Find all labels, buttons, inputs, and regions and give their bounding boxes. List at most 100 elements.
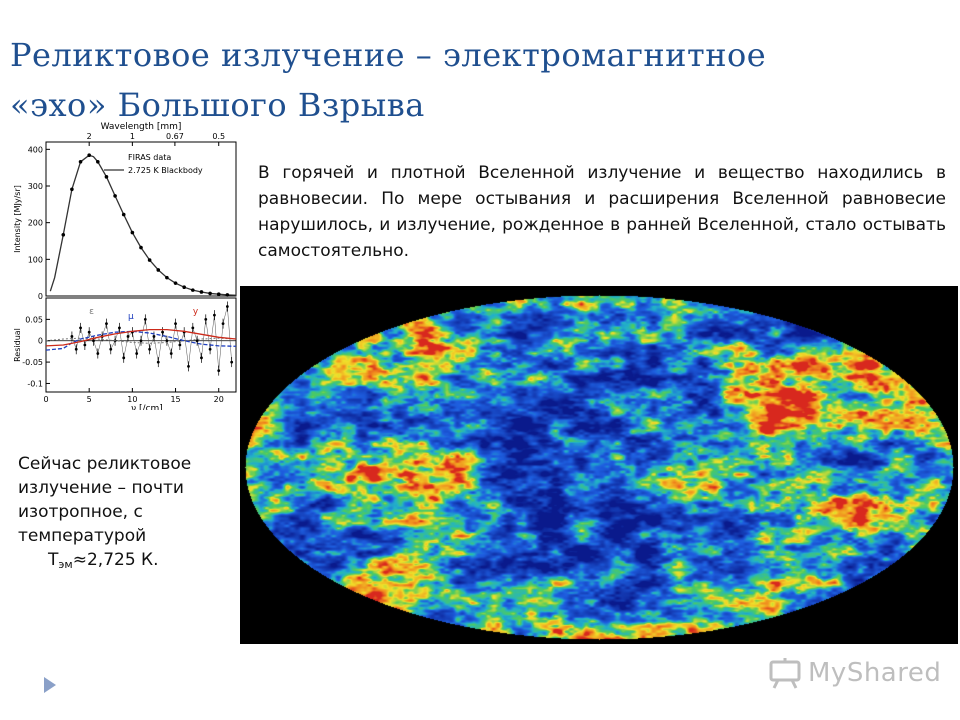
firas-data-point xyxy=(121,212,126,217)
blackbody-model-curve xyxy=(49,154,237,296)
residual-y-label: y xyxy=(193,307,199,317)
x-axis-tick-label: 0 xyxy=(43,395,48,404)
residual-point xyxy=(187,364,190,368)
firas-data-point xyxy=(156,268,161,272)
firas-data-point xyxy=(70,187,74,192)
residual-point xyxy=(225,305,229,308)
x-axis-tick-label: 15 xyxy=(170,395,180,404)
residual-point xyxy=(165,339,169,343)
top-axis-tick-label: 0.5 xyxy=(212,132,225,141)
x-axis-tick-label: 20 xyxy=(214,395,224,404)
firas-data-point xyxy=(113,194,117,198)
slide-title-line-2: «эхо» Большого Взрыва xyxy=(10,86,425,124)
temperature-note: Сейчас реликтовое излучение – почти изот… xyxy=(18,452,238,577)
lower-plot-frame xyxy=(45,297,237,393)
residual-point xyxy=(169,352,173,355)
upper-y-tick-label: 300 xyxy=(28,182,43,191)
firas-data-point xyxy=(225,293,230,297)
residual-point xyxy=(118,326,121,330)
temperature-subscript: эм xyxy=(58,558,73,571)
firas-data-point xyxy=(147,258,152,262)
firas-data-point xyxy=(104,175,109,179)
residual-mu-label: μ xyxy=(128,312,134,322)
upper-plot-frame xyxy=(45,141,237,297)
top-axis-label: Wavelength [mm] xyxy=(101,122,182,132)
residual-trace xyxy=(71,306,232,371)
firas-data-point xyxy=(87,153,91,157)
residual-y-curve xyxy=(45,328,237,347)
residual-point xyxy=(109,347,113,351)
lower-y-tick-label: 0.05 xyxy=(25,315,43,324)
legend-entry-model: 2.725 K Blackbody xyxy=(128,166,203,175)
residual-point xyxy=(191,326,195,330)
firas-data-point xyxy=(165,275,169,280)
temperature-value-line: Tэм≈2,725 К. xyxy=(18,548,238,577)
residual-point xyxy=(105,322,108,326)
description-paragraph: В горячей и плотной Вселенной излучение … xyxy=(258,163,946,261)
upper-y-tick-label: 0 xyxy=(38,292,43,301)
residual-point xyxy=(143,317,147,321)
x-axis-tick-label: 10 xyxy=(127,395,137,404)
firas-data-point xyxy=(130,230,135,235)
residual-point xyxy=(139,339,143,343)
residual-point xyxy=(195,339,199,343)
residual-point xyxy=(74,347,78,351)
residual-point xyxy=(213,313,216,317)
upper-y-tick-label: 400 xyxy=(28,145,43,154)
upper-y-axis-label: Intensity [MJy/sr] xyxy=(13,185,22,253)
firas-data-point xyxy=(96,160,100,164)
firas-data-point xyxy=(139,245,143,250)
residual-point xyxy=(217,369,221,373)
firas-data-point xyxy=(191,288,195,292)
firas-data-point xyxy=(199,290,204,294)
firas-data-point xyxy=(61,232,66,237)
watermark-text: MyShared xyxy=(808,658,942,688)
watermark-logo: MyShared xyxy=(768,656,941,690)
residual-point xyxy=(122,356,126,360)
residual-eps-label: ε xyxy=(89,307,94,317)
residual-point xyxy=(161,330,164,334)
residual-point xyxy=(92,339,95,343)
residual-point xyxy=(152,335,156,338)
temperature-symbol: T xyxy=(48,550,59,570)
residual-point xyxy=(135,352,139,355)
lower-y-axis-label: Residual xyxy=(13,328,22,362)
legend-entry-data: FIRAS data xyxy=(128,153,171,162)
cmb-sky-map xyxy=(240,286,958,644)
top-axis-tick-label: 1 xyxy=(130,132,135,141)
firas-data-point xyxy=(208,291,212,296)
firas-data-point xyxy=(78,160,83,164)
top-axis-tick-label: 2 xyxy=(87,132,92,141)
temperature-value: ≈2,725 К. xyxy=(72,550,159,570)
slide-nav-arrow-icon[interactable] xyxy=(44,677,56,693)
residual-point xyxy=(156,360,160,364)
presentation-board-icon xyxy=(769,658,801,689)
firas-data-point xyxy=(182,285,186,289)
firas-data-point xyxy=(216,292,221,296)
top-axis-tick-label: 0.67 xyxy=(166,132,184,141)
slide-title: Реликтовое излучение – электромагнитное … xyxy=(10,30,910,130)
residual-point xyxy=(83,343,87,347)
lower-y-tick-label: -0.1 xyxy=(27,379,43,388)
firas-data-point xyxy=(173,281,178,285)
residual-point xyxy=(178,343,182,347)
residual-point xyxy=(204,317,208,321)
x-axis-tick-label: 5 xyxy=(87,395,92,404)
cmb-sky-map-panel xyxy=(240,286,958,644)
temperature-note-text: Сейчас реликтовое излучение – почти изот… xyxy=(18,454,192,546)
lower-y-tick-label: -0.05 xyxy=(22,358,43,367)
residual-point xyxy=(200,356,203,360)
residual-point xyxy=(148,347,152,351)
cmb-spectrum-chart: Wavelength [mm] 2 1 0.67 0.5 0 5 10 15 20 ν [/cm] 0… xyxy=(13,122,237,410)
slide-title-line-1: Реликтовое излучение – электромагнитное xyxy=(10,36,767,74)
upper-y-tick-label: 100 xyxy=(28,255,43,264)
residual-point xyxy=(87,330,91,334)
residual-point xyxy=(126,335,130,338)
x-axis-label: ν [/cm] xyxy=(131,404,163,410)
lower-y-tick-label: 0 xyxy=(38,337,43,346)
upper-y-tick-label: 200 xyxy=(28,219,43,228)
residual-point xyxy=(96,352,100,355)
residual-point xyxy=(221,322,225,326)
residual-point xyxy=(208,347,212,351)
residual-point xyxy=(79,326,82,330)
